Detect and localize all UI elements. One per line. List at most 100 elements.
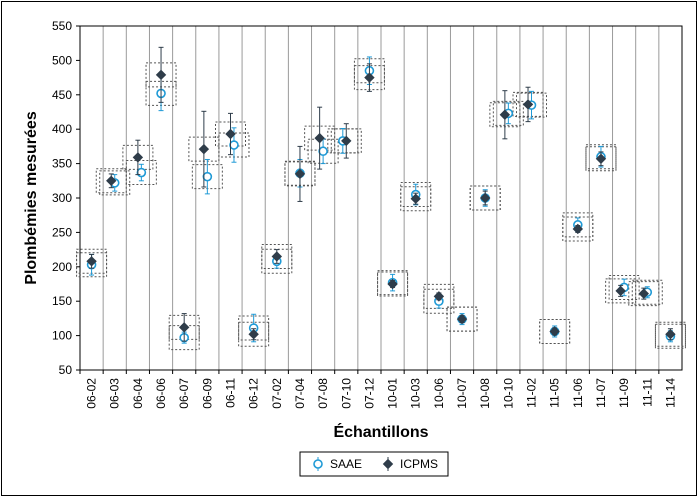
data-point-icpms [387,278,398,290]
data-point-icpms [499,109,511,120]
y-tick-label: 150 [52,294,72,308]
group-box [562,216,594,242]
data-point-icpms [665,329,676,340]
grid-lines [79,26,683,370]
data-point-icpms [456,313,468,325]
data-point-icpms [364,72,375,83]
y-tick-label: 400 [52,122,72,136]
x-tick-label: 11-09 [617,378,631,408]
group-box [469,185,501,211]
y-tick-label: 200 [52,260,72,274]
group-box [605,278,637,304]
legend: SAAE ICPMS [299,451,449,477]
y-tick-label: 300 [52,191,72,205]
legend-label: ICPMS [400,457,438,471]
data-point-saae [202,171,213,182]
x-tick-label: 10-06 [432,378,446,409]
data-point-icpms [433,291,445,302]
data-point-icpms [638,288,650,299]
group-box [423,288,455,314]
x-tick-label: 07-02 [270,378,284,409]
x-tick-label: 06-02 [85,378,99,409]
group-box [585,146,617,172]
x-tick-label: 07-12 [362,378,376,409]
data-point-icpms [522,99,534,110]
data-point-icpms [479,192,491,204]
group-box [95,168,127,194]
x-tick-label: 10-07 [455,378,469,409]
data-point-saae [136,167,147,178]
data-point-icpms [178,322,190,333]
x-tick-label: 10-08 [478,378,492,409]
legend-item-icpms: ICPMS [382,457,438,471]
y-tick-label: 550 [52,19,72,33]
data-point-icpms [198,143,210,155]
y-tick-label: 50 [59,363,73,377]
y-tick-label: 350 [52,157,72,171]
data-point-icpms [225,128,236,140]
x-tick-label: 10-01 [386,378,400,409]
data-point-icpms [106,175,117,187]
y-tick-label: 450 [52,88,72,102]
legend-box [299,451,449,477]
x-tick-label: 11-07 [594,378,608,408]
group-box [585,144,617,170]
x-tick-label: 11-06 [571,378,585,408]
x-tick-label: 06-06 [154,378,168,409]
data-point-saae [229,140,239,150]
legend-marker-icpms [382,458,394,470]
y-tick-label: 100 [52,329,72,343]
data-point-icpms [155,69,167,81]
data-point-icpms [271,251,283,262]
x-tick-label: 06-03 [108,378,122,409]
x-tick-label: 11-02 [525,378,539,408]
group-box [492,100,524,126]
data-point-icpms [86,256,97,267]
group-box [628,281,660,307]
group-box [99,170,131,196]
tick-labels: 50 100 150 200 250 300 350 400 450 500 550 06-02 06-… [52,19,677,409]
x-axis-title: Échantillons [333,422,428,441]
x-tick-label: 11-05 [548,378,562,408]
legend-item-saae: SAAE [313,457,362,471]
data-point-icpms [341,135,352,147]
group-box [446,306,478,332]
group-box [261,248,293,274]
data-point-icpms [615,285,626,297]
y-axis-title: Plombémies mesurées [23,111,40,285]
x-tick-label: 06-12 [247,378,261,409]
axes [76,25,683,374]
y-tick-label: 500 [52,53,72,67]
group-box [238,321,270,347]
data-point-icpms [572,223,584,235]
x-tick-label: 06-07 [177,378,191,409]
data-point-icpms [314,132,325,144]
data-point-icpms [410,193,421,204]
x-tick-label: 10-10 [501,378,515,409]
x-tick-label: 11-11 [640,378,654,407]
data-point-icpms [595,153,607,164]
group-box [400,186,432,212]
x-tick-label: 07-04 [293,378,307,409]
group-box [377,271,409,297]
legend-label: SAAE [330,457,362,471]
data-series [86,46,676,344]
legend-marker-saae [313,459,323,469]
x-tick-label: 07-08 [316,378,330,409]
y-tick-label: 250 [52,225,72,239]
x-tick-label: 06-11 [224,378,238,408]
data-point-icpms [294,168,306,180]
group-box [654,321,686,347]
data-point-icpms [132,152,144,163]
x-tick-label: 10-03 [409,378,423,409]
x-tick-label: 07-10 [339,378,353,409]
x-tick-label: 06-09 [200,378,214,409]
group-box [539,318,571,344]
data-point-saae [318,146,328,157]
group-box [608,274,640,300]
data-point-icpms [549,326,560,337]
x-tick-label: 11-14 [663,378,677,408]
x-tick-label: 06-04 [131,378,145,409]
